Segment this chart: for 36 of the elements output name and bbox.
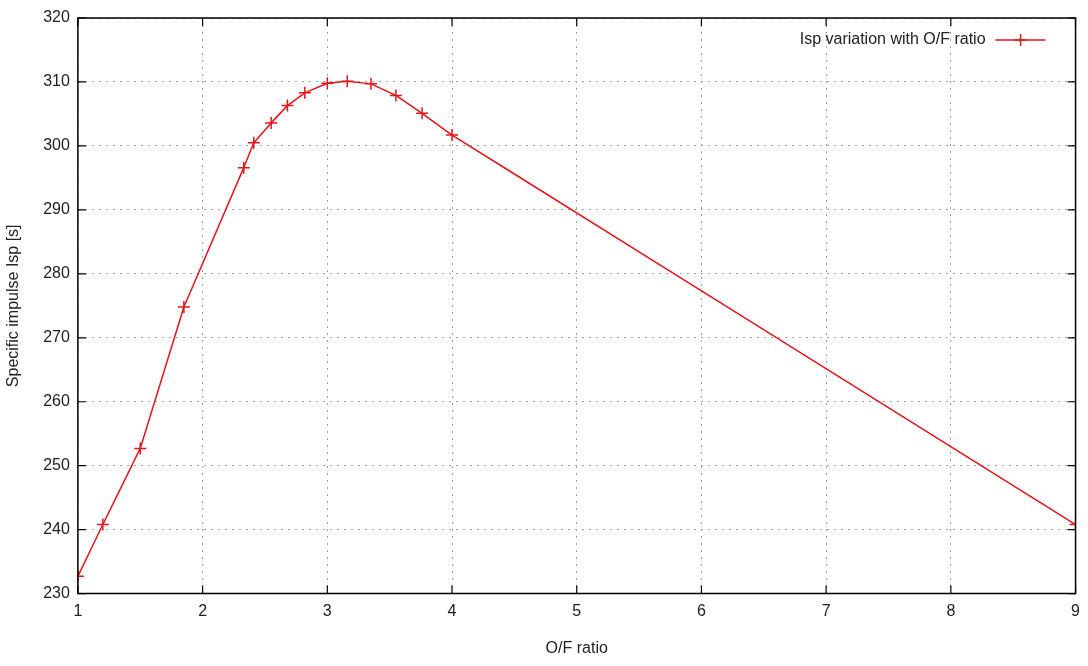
point xyxy=(246,135,261,150)
point xyxy=(320,76,335,90)
point xyxy=(389,88,403,103)
y-tick-label: 250 xyxy=(43,456,70,474)
x-axis-title: O/F ratio xyxy=(545,638,608,656)
legend-label: Isp variation with O/F ratio xyxy=(799,30,986,48)
y-tick-label: 270 xyxy=(43,328,70,346)
point xyxy=(264,116,278,130)
y-tick-label: 310 xyxy=(43,72,70,90)
y-tick-label: 290 xyxy=(43,200,70,218)
x-tick-label: 3 xyxy=(322,601,332,619)
point xyxy=(415,106,429,121)
x-tick-label: 1 xyxy=(73,601,83,619)
y-tick-label: 260 xyxy=(43,392,70,410)
point xyxy=(280,98,295,113)
point xyxy=(177,300,191,314)
x-tick-label: 6 xyxy=(696,601,706,619)
x-tick-label: 8 xyxy=(946,601,956,619)
x-tick-label: 4 xyxy=(447,601,457,619)
y-tick-label: 280 xyxy=(43,264,70,282)
y-tick-label: 230 xyxy=(43,584,70,602)
point xyxy=(133,441,147,456)
point xyxy=(96,517,110,532)
point xyxy=(364,77,378,91)
x-tick-label: 5 xyxy=(572,601,582,619)
point xyxy=(340,74,355,89)
point xyxy=(298,86,312,100)
y-tick-label: 300 xyxy=(43,136,70,154)
x-tick-label: 2 xyxy=(198,601,208,619)
x-tick-label: 9 xyxy=(1071,601,1081,619)
y-tick-label: 240 xyxy=(43,520,70,538)
y-axis-title: Specific impulse Isp [s] xyxy=(4,224,22,388)
point xyxy=(237,160,251,175)
y-tick-label: 320 xyxy=(43,8,70,26)
x-tick-label: 7 xyxy=(821,601,831,619)
point xyxy=(445,128,459,142)
